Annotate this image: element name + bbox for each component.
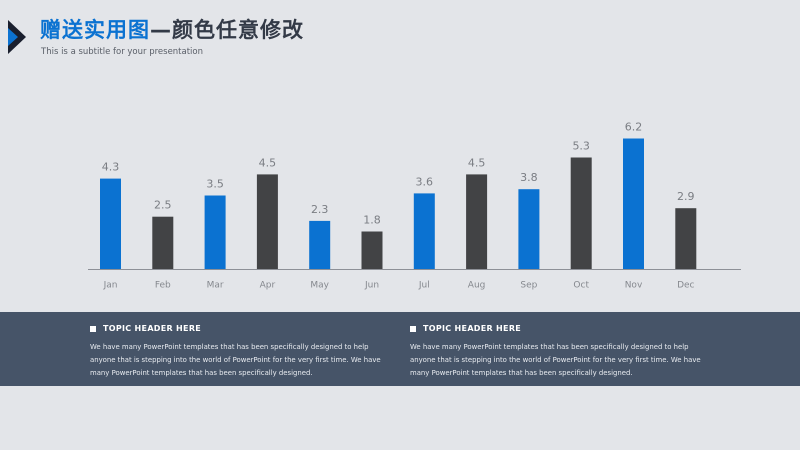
x-tick-label: Jan [103,281,118,291]
bar-aug [466,174,488,270]
topic-header-text: TOPIC HEADER HERE [423,324,522,333]
x-tick-label: Sep [520,281,537,291]
data-label: 3.6 [416,175,434,188]
x-tick-label: Apr [260,281,276,291]
data-label: 2.3 [311,203,329,216]
bar-nov [623,138,644,270]
x-tick-label: Nov [625,281,643,291]
data-label: 5.3 [572,140,590,153]
slide-title-rest: —颜色任意修改 [150,18,304,42]
x-tick-label: Jul [418,281,430,291]
bar-dec [675,208,697,270]
topic-header: TOPIC HEADER HERE [410,324,710,333]
bar-jun [361,231,383,270]
bar-apr [256,174,278,270]
data-label: 3.5 [206,178,224,191]
data-label: 4.5 [259,156,277,169]
data-label: 3.8 [520,171,538,184]
arrow-logo-icon [8,20,26,54]
data-label: 2.5 [154,199,172,212]
bar-sep [518,189,540,270]
topic-header-text: TOPIC HEADER HERE [103,324,202,333]
topic-block: TOPIC HEADER HERE We have many PowerPoin… [90,324,390,380]
slide-title-highlight: 赠送实用图 [40,18,150,42]
slide-subtitle: This is a subtitle for your presentation [41,47,204,57]
x-tick-label: Mar [207,281,224,291]
topic-header: TOPIC HEADER HERE [90,324,390,333]
data-label: 1.8 [363,214,381,227]
data-label: 4.5 [468,156,486,169]
square-bullet-icon [410,325,416,332]
x-tick-label: Dec [677,281,694,291]
bar-may [309,220,331,270]
bar-chart: 4.3 Jan 2.5 Feb 3.5 Mar 4.5 Apr 2.3 May 1.8 Jun 3.6 J… [88,121,741,291]
data-label: 4.3 [102,161,120,174]
topic-block: TOPIC HEADER HERE We have many PowerPoin… [410,324,710,380]
x-tick-label: Feb [155,281,171,291]
x-tick-label: Aug [468,281,486,291]
bar-oct [570,157,592,270]
topic-body: We have many PowerPoint templates that h… [90,343,381,377]
square-bullet-icon [90,325,96,332]
bar-jul [413,193,435,270]
topic-band: TOPIC HEADER HERE We have many PowerPoin… [0,312,800,386]
x-tick-label: May [310,281,329,291]
bar-jan [100,178,121,270]
topic-body: We have many PowerPoint templates that h… [410,343,701,377]
x-tick-label: Oct [573,281,589,291]
bar-mar [204,195,226,270]
x-tick-label: Jun [364,281,379,291]
data-label: 6.2 [625,121,643,134]
data-label: 2.9 [677,190,695,203]
slide-title: 赠送实用图—颜色任意修改 [40,14,304,44]
bar-feb [152,216,174,270]
